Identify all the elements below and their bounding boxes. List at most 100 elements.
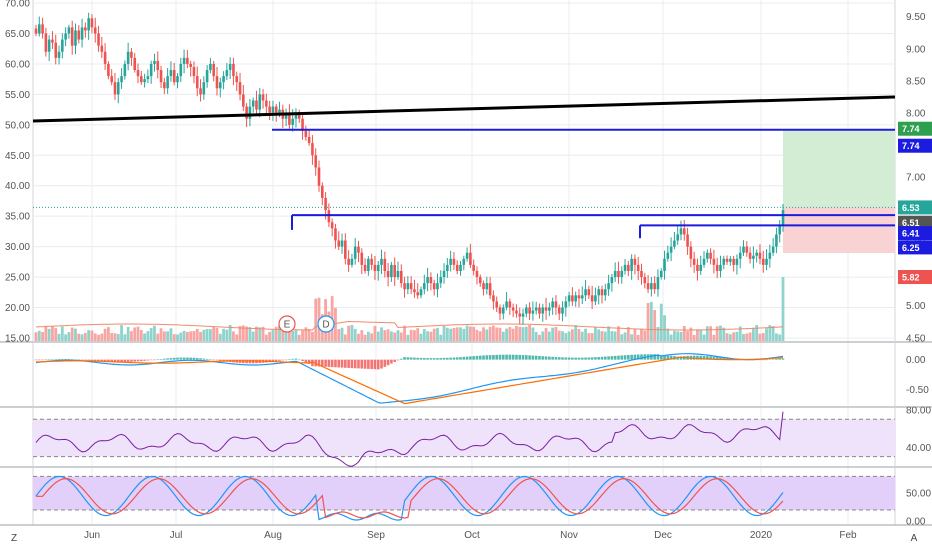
volume-bar (380, 327, 383, 341)
volume-bar (538, 334, 541, 341)
candle-body (557, 307, 561, 314)
volume-bar (478, 331, 482, 341)
candle-body (284, 112, 288, 119)
macd-histogram-bar (623, 355, 627, 360)
time-label: Dec (654, 530, 672, 541)
macd-histogram-bar (179, 357, 183, 360)
macd-histogram-bar (97, 359, 100, 361)
candle-body (567, 295, 571, 302)
candle-body (712, 258, 716, 265)
candle-body (327, 210, 331, 223)
volume-bar (241, 325, 245, 341)
volume-bar (439, 334, 443, 341)
candle-body (577, 295, 581, 299)
macd-histogram-bar (130, 359, 133, 362)
volume-bar (192, 331, 196, 341)
volume-bar (205, 328, 209, 341)
candle-body (771, 246, 775, 253)
price-tag (898, 240, 932, 255)
candlesticks[interactable] (34, 12, 785, 325)
macd-histogram-bar (143, 359, 146, 361)
candle-body (416, 292, 420, 296)
price-tag (898, 270, 932, 285)
macd-histogram-bar (291, 358, 294, 360)
macd-histogram-bar (172, 357, 176, 360)
volume-bar (515, 326, 518, 341)
volume-bar (587, 333, 591, 341)
macd-histogram-bar (587, 357, 591, 360)
volume-bar (54, 328, 58, 341)
candle-body (518, 313, 522, 317)
candle-body (113, 82, 117, 95)
candle-body (146, 76, 150, 80)
macd-histogram-bar (775, 358, 778, 360)
auto-scale-icon[interactable]: A (911, 533, 918, 544)
volume-bar (255, 326, 258, 341)
macd-histogram-bar (561, 357, 564, 360)
volume-bar (702, 334, 706, 341)
macd-histogram-bar (442, 357, 446, 360)
candle-body (245, 106, 248, 119)
candle-body (429, 277, 433, 284)
candle-body (248, 106, 252, 119)
candle-body (738, 252, 742, 259)
macd-histogram-bar (156, 359, 160, 360)
volume-bar (738, 326, 742, 341)
candle-body (330, 222, 334, 229)
macd-pane[interactable]: 0.00 -0.50 (34, 353, 930, 405)
macd-histogram-bar (633, 354, 637, 360)
macd-histogram-bar (406, 357, 410, 360)
time-axis[interactable]: Jun Jul Aug Sep Oct Nov Dec 2020 Feb (84, 530, 857, 541)
rsi-pane[interactable]: 80.00 40.00 (33, 405, 931, 467)
volume-bar (103, 328, 107, 341)
candle-body (304, 130, 308, 138)
macd-histogram-bar (627, 355, 630, 360)
candle-body (580, 295, 584, 299)
candle-body (317, 167, 321, 186)
candle-body (729, 258, 732, 262)
macd-histogram-bar (37, 359, 41, 361)
timezone-icon[interactable]: Z (11, 533, 17, 544)
macd-histogram-bar (617, 355, 620, 360)
right-price-axis[interactable]: 9.509.008.508.007.507.006.506.005.505.00… (906, 12, 926, 344)
volume-bar (67, 332, 71, 341)
candle-body (192, 66, 196, 77)
macd-histogram-bar (284, 359, 288, 361)
volume-bar (41, 332, 44, 341)
candle-body (380, 258, 383, 265)
candle-body (153, 60, 156, 64)
stochastic-pane[interactable]: 50.00 0.00 (33, 475, 931, 528)
price-tag (898, 226, 932, 241)
volume-bar (544, 327, 548, 341)
time-label: Sep (367, 530, 385, 541)
candle-body (682, 228, 686, 235)
drawn-lines[interactable] (32, 95, 896, 239)
volume-bar (574, 325, 578, 341)
macd-histogram-bar (87, 359, 90, 361)
macd-histogram-bar (709, 356, 712, 360)
candle-body (439, 277, 443, 284)
macd-tick-label: -0.50 (906, 385, 929, 396)
candle-body (265, 100, 268, 107)
volume-bar (406, 334, 410, 341)
volume-bar (284, 329, 288, 341)
candle-body (488, 283, 492, 296)
candle-body (93, 27, 97, 34)
macd-histogram-bar (103, 359, 107, 362)
macd-histogram-bar (455, 357, 459, 360)
macd-histogram-bar (722, 357, 726, 360)
volume-bar (775, 333, 778, 341)
time-label: Jun (84, 530, 100, 541)
candle-body (251, 100, 255, 107)
volume-bar (307, 328, 311, 341)
left-tick-label: 55.00 (5, 90, 30, 101)
candle-body (84, 27, 87, 31)
volume-bar (110, 333, 114, 341)
macd-histogram-bar (541, 356, 545, 360)
candle-body (218, 82, 222, 89)
macd-histogram-bar (153, 359, 156, 361)
volume-bar (57, 333, 61, 341)
macd-histogram-bar (699, 355, 703, 360)
